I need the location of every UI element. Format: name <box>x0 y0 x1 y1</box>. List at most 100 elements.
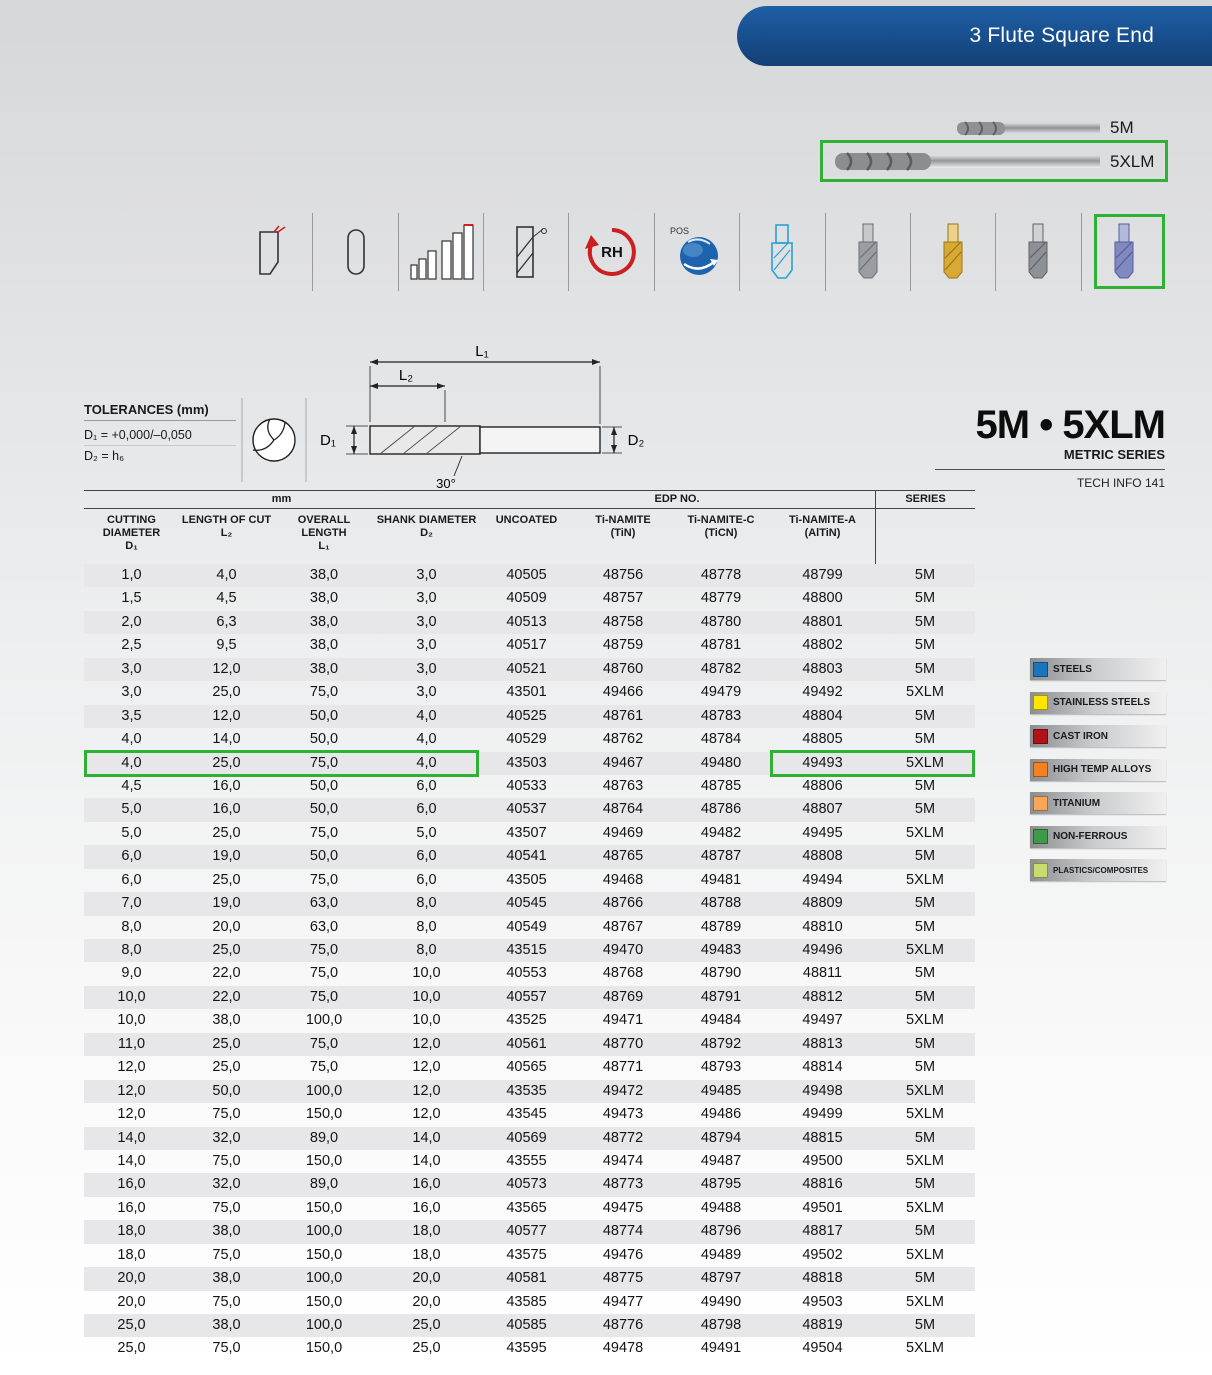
table-cell: 3,0 <box>416 613 437 630</box>
table-cell: 5XLM <box>906 824 944 841</box>
table-row: 20,0 38,0 100,0 20,0 40581 48775 48797 48818 5M <box>84 1267 975 1291</box>
table-cell: 20,0 <box>117 1293 146 1310</box>
table-cell: 12,0 <box>212 660 241 677</box>
table-row: 4,5 16,0 50,0 6,0 40533 48763 48785 48806 5M <box>84 775 975 798</box>
table-cell: 49502 <box>802 1246 843 1263</box>
table-cell: 75,0 <box>309 754 339 771</box>
table-cell: 5XLM <box>906 1293 944 1310</box>
table-cell: 48800 <box>802 590 843 607</box>
table-cell: 25,0 <box>117 1340 146 1357</box>
table-row: 4,0 25,0 75,0 4,0 43503 49467 49480 49493 5XLM <box>84 749 975 777</box>
table-cell: 48817 <box>802 1223 843 1240</box>
page-title: 3 Flute Square End <box>969 24 1154 47</box>
table-cell: 20,0 <box>212 918 241 935</box>
table-cell: 49477 <box>602 1293 644 1310</box>
table-cell: 20,0 <box>117 1270 146 1287</box>
table-cell: 48782 <box>700 660 742 677</box>
table-cell: 12,0 <box>117 1082 146 1099</box>
table-cell: 48815 <box>802 1129 843 1146</box>
table-cell: 10,0 <box>412 1012 441 1029</box>
table-cell: 6,0 <box>121 848 142 865</box>
table-cell: 49484 <box>700 1012 742 1029</box>
table-cell: 48795 <box>700 1176 742 1193</box>
table-row: 11,0 25,0 75,0 12,0 40561 48770 48792 48813 5M <box>84 1032 975 1057</box>
table-cell: 49483 <box>700 942 742 958</box>
table-cell: 40553 <box>506 965 547 982</box>
table-cell: 49492 <box>802 684 843 701</box>
table-cell: 5M <box>914 777 936 794</box>
table-cell: 49473 <box>602 1106 644 1123</box>
table-cell: 4,0 <box>416 707 437 724</box>
table-cell: 6,0 <box>416 848 437 865</box>
table-cell: 32,0 <box>212 1129 241 1146</box>
table-cell: 48806 <box>802 777 843 794</box>
feature-icon-strip: RH POS <box>228 213 1166 291</box>
table-row: 12,0 75,0 150,0 12,0 43545 49473 49486 49499 5XL… <box>84 1103 975 1126</box>
table-cell: 48811 <box>802 965 843 982</box>
table-cell: 48794 <box>700 1129 742 1146</box>
table-cell: 43505 <box>506 871 547 888</box>
tolerances-block: TOLERANCES (mm) D₁ = +0,000/–0,050 D₂ = … <box>84 402 236 466</box>
table-cell: 48813 <box>802 1035 843 1052</box>
legend-color-swatch <box>1033 829 1048 844</box>
table-cell: 5,0 <box>121 801 142 818</box>
table-cell: 50,0 <box>212 1082 241 1099</box>
table-row: 8,0 25,0 75,0 8,0 43515 49470 49483 49496 5XLM <box>84 939 975 963</box>
table-cell: 5XLM <box>906 1246 944 1263</box>
table-cell: 5M <box>914 637 936 654</box>
legend-label: NON-FERROUS <box>1053 831 1128 842</box>
table-cell: 43565 <box>506 1199 547 1216</box>
table-cell: 40517 <box>506 637 547 654</box>
table-cell: 48808 <box>802 848 843 865</box>
table-cell: 5M <box>914 1176 936 1193</box>
table-cell: 63,0 <box>309 918 339 935</box>
table-cell: 5M <box>914 801 936 818</box>
series-column-spacer <box>875 509 975 564</box>
table-cell: 2,5 <box>121 637 142 654</box>
table-row: 7,0 19,0 63,0 8,0 40545 48766 48788 48809 5M <box>84 892 975 916</box>
tech-info-ref: TECH INFO 141 <box>1076 476 1165 490</box>
table-cell: 48797 <box>700 1270 742 1287</box>
table-group-header: mm EDP NO. SERIES <box>84 490 975 509</box>
table-cell: 48772 <box>602 1129 644 1146</box>
svg-text:POS: POS <box>670 226 689 236</box>
table-cell: 5XLM <box>906 1199 944 1216</box>
table-cell: 150,0 <box>305 1340 343 1357</box>
svg-text:D₁: D₁ <box>320 432 336 449</box>
table-cell: 48767 <box>602 918 644 935</box>
table-cell: 150,0 <box>305 1199 343 1216</box>
table-cell: 49486 <box>700 1106 742 1123</box>
tool-label-5m: 5M <box>1110 118 1134 137</box>
table-cell: 48760 <box>602 660 644 677</box>
table-cell: 4,0 <box>416 754 437 771</box>
table-cell: 48798 <box>700 1317 742 1333</box>
legend-item-steels: STEELS <box>1030 658 1166 680</box>
series-title-block: 5M • 5XLM METRIC SERIES TECH INFO 141 <box>935 405 1166 490</box>
table-cell: 48793 <box>700 1059 742 1076</box>
table-row: 18,0 38,0 100,0 18,0 40577 48774 48796 48817 5M <box>84 1220 975 1244</box>
table-cell: 38,0 <box>309 567 339 583</box>
table-row: 3,0 25,0 75,0 3,0 43501 49466 49479 49492 5XLM <box>84 681 975 704</box>
table-cell: 5M <box>914 590 936 607</box>
table-cell: 19,0 <box>212 848 241 865</box>
table-cell: 5M <box>914 1129 936 1146</box>
table-cell: 5M <box>914 1317 936 1333</box>
table-cell: 5M <box>914 731 936 748</box>
table-cell: 150,0 <box>305 1152 343 1169</box>
legend-color-swatch <box>1033 728 1048 744</box>
table-cell: 38,0 <box>212 1012 241 1029</box>
table-cell: 49489 <box>700 1246 742 1263</box>
table-cell: 20,0 <box>412 1270 441 1287</box>
table-cell: 49482 <box>700 824 742 841</box>
table-cell: 14,0 <box>117 1152 146 1169</box>
table-cell: 12,0 <box>412 1035 441 1052</box>
table-cell: 49469 <box>602 824 644 841</box>
table-cell: 38,0 <box>309 637 339 654</box>
table-cell: 6,0 <box>416 777 437 794</box>
column-header: OVERALL LENGTH L₁ <box>297 514 351 553</box>
table-cell: 48771 <box>602 1059 644 1076</box>
table-cell: 100,0 <box>305 1223 343 1240</box>
table-cell: 48769 <box>602 988 644 1005</box>
table-cell: 40529 <box>506 731 547 748</box>
table-cell: 16,0 <box>117 1176 146 1193</box>
